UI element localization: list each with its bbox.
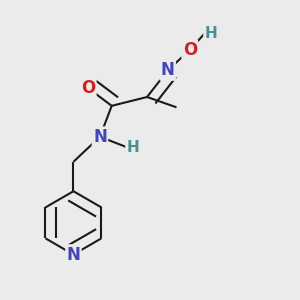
Text: O: O (183, 41, 197, 59)
Text: N: N (93, 128, 107, 146)
Text: N: N (161, 61, 175, 80)
Text: H: H (205, 26, 217, 41)
Text: H: H (126, 140, 139, 154)
Text: N: N (67, 245, 80, 263)
Text: O: O (81, 79, 95, 97)
